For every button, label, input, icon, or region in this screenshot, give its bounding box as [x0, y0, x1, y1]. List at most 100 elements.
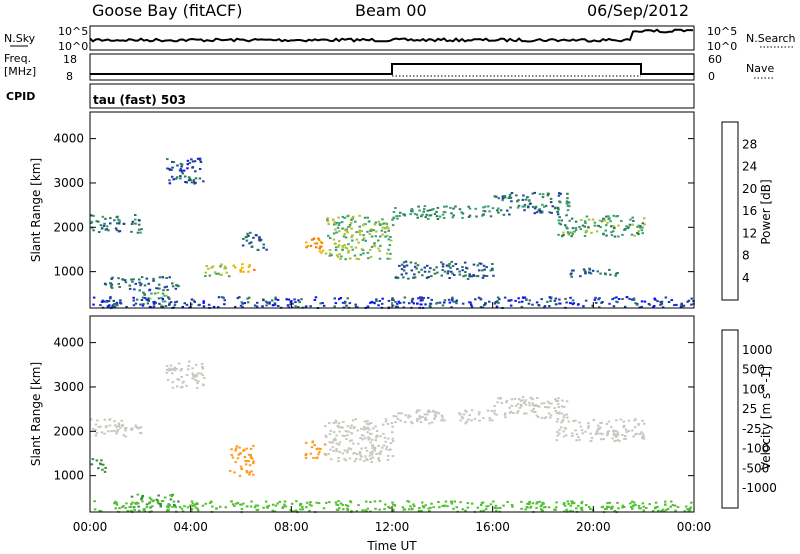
data-cell [428, 410, 432, 413]
data-cell [391, 455, 395, 458]
data-cell [433, 272, 437, 275]
data-cell [531, 192, 534, 195]
data-cell [317, 453, 320, 456]
data-cell [97, 426, 100, 429]
data-cell [359, 453, 362, 456]
data-cell [131, 501, 134, 504]
data-cell [587, 506, 591, 508]
data-cell [240, 503, 243, 506]
data-cell [244, 463, 248, 466]
data-cell [488, 417, 492, 420]
data-cell [323, 453, 327, 456]
data-cell [156, 291, 160, 294]
data-cell [374, 507, 377, 510]
data-cell [506, 501, 509, 503]
data-cell [565, 413, 569, 416]
data-cell [387, 437, 390, 440]
data-cell [624, 435, 627, 438]
data-cell [635, 303, 639, 306]
data-cell [519, 399, 523, 402]
data-cell [132, 299, 135, 302]
data-cell [488, 419, 492, 422]
data-cell [322, 304, 326, 307]
data-cell [198, 168, 202, 170]
data-cell [118, 427, 122, 430]
data-cell [680, 303, 683, 305]
data-cell [357, 241, 360, 244]
data-cell [336, 424, 340, 427]
data-cell [179, 168, 183, 171]
data-cell [492, 274, 495, 277]
data-cell [614, 274, 617, 277]
data-cell [385, 225, 389, 228]
data-cell [624, 437, 627, 440]
data-cell [248, 473, 251, 476]
data-cell [327, 422, 331, 425]
data-cell [463, 261, 467, 264]
data-cell [426, 209, 430, 212]
data-cell [502, 504, 505, 507]
data-cell [168, 168, 172, 171]
data-cell [215, 507, 218, 510]
data-cell [140, 496, 144, 499]
data-cell [150, 510, 153, 513]
data-cell [413, 212, 417, 215]
data-cell [606, 431, 609, 433]
data-cell [199, 372, 203, 375]
data-cell [590, 437, 594, 439]
data-cell [182, 169, 186, 172]
data-cell [327, 223, 330, 226]
data-cell [634, 503, 637, 506]
data-cell [271, 503, 275, 506]
data-cell [574, 220, 578, 223]
data-cell [170, 495, 174, 498]
data-cell [171, 372, 174, 375]
data-cell [198, 303, 201, 306]
data-cell [171, 493, 174, 496]
data-cell [605, 423, 609, 425]
data-cell [210, 266, 213, 269]
data-cell [157, 297, 161, 300]
data-cell [368, 232, 372, 235]
data-cell [341, 245, 344, 248]
data-cell [100, 300, 104, 303]
data-cell [340, 255, 343, 258]
data-cell [221, 296, 224, 299]
data-cell [183, 505, 186, 508]
data-cell [571, 435, 574, 437]
data-cell [335, 508, 339, 511]
data-cell [423, 205, 427, 208]
data-cell [113, 303, 116, 305]
data-cell [186, 159, 190, 162]
data-cell [664, 296, 668, 299]
data-cell [503, 296, 507, 299]
data-cell [549, 201, 553, 204]
data-cell [283, 503, 286, 506]
colorbar-tick-label: -25 [742, 422, 762, 436]
data-cell [555, 420, 559, 423]
data-cell [252, 444, 255, 447]
data-cell [334, 302, 338, 305]
data-cell [117, 422, 121, 425]
data-cell [239, 270, 242, 273]
data-cell [380, 229, 384, 232]
data-cell [319, 302, 322, 305]
data-cell [505, 399, 509, 402]
data-cell [313, 299, 317, 301]
data-cell [379, 244, 382, 247]
data-cell [514, 404, 518, 407]
data-cell [180, 385, 184, 388]
data-cell [338, 450, 341, 453]
data-cell [610, 425, 613, 428]
data-cell [386, 423, 390, 425]
data-cell [606, 433, 609, 435]
data-cell [338, 253, 341, 256]
data-cell [318, 451, 321, 454]
data-cell [124, 429, 127, 432]
data-cell [566, 227, 569, 230]
data-cell [186, 167, 189, 170]
data-cell [249, 454, 252, 456]
data-cell [476, 264, 480, 267]
data-cell [474, 207, 477, 210]
data-cell [670, 299, 673, 302]
